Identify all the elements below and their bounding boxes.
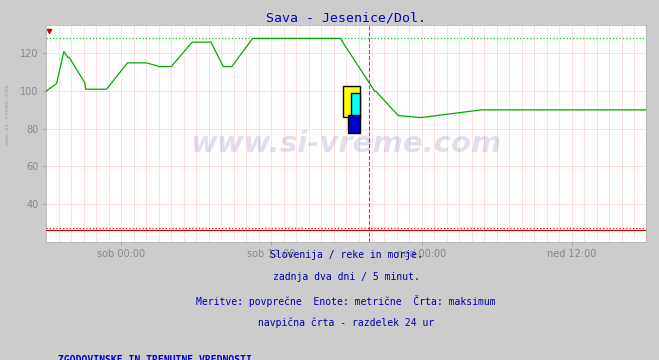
FancyBboxPatch shape bbox=[343, 86, 360, 117]
FancyBboxPatch shape bbox=[348, 115, 360, 134]
Text: zadnja dva dni / 5 minut.: zadnja dva dni / 5 minut. bbox=[273, 273, 419, 282]
Text: Slovenija / reke in morje.: Slovenija / reke in morje. bbox=[270, 250, 422, 260]
FancyBboxPatch shape bbox=[351, 93, 360, 117]
Text: www.si-vreme.com: www.si-vreme.com bbox=[5, 85, 11, 145]
Text: Meritve: povprečne  Enote: metrične  Črta: maksimum: Meritve: povprečne Enote: metrične Črta:… bbox=[196, 295, 496, 307]
Title: Sava - Jesenice/Dol.: Sava - Jesenice/Dol. bbox=[266, 11, 426, 24]
Text: navpična črta - razdelek 24 ur: navpična črta - razdelek 24 ur bbox=[258, 318, 434, 328]
Text: www.si-vreme.com: www.si-vreme.com bbox=[190, 130, 501, 158]
Text: ZGODOVINSKE IN TRENUTNE VREDNOSTI: ZGODOVINSKE IN TRENUTNE VREDNOSTI bbox=[58, 355, 252, 360]
